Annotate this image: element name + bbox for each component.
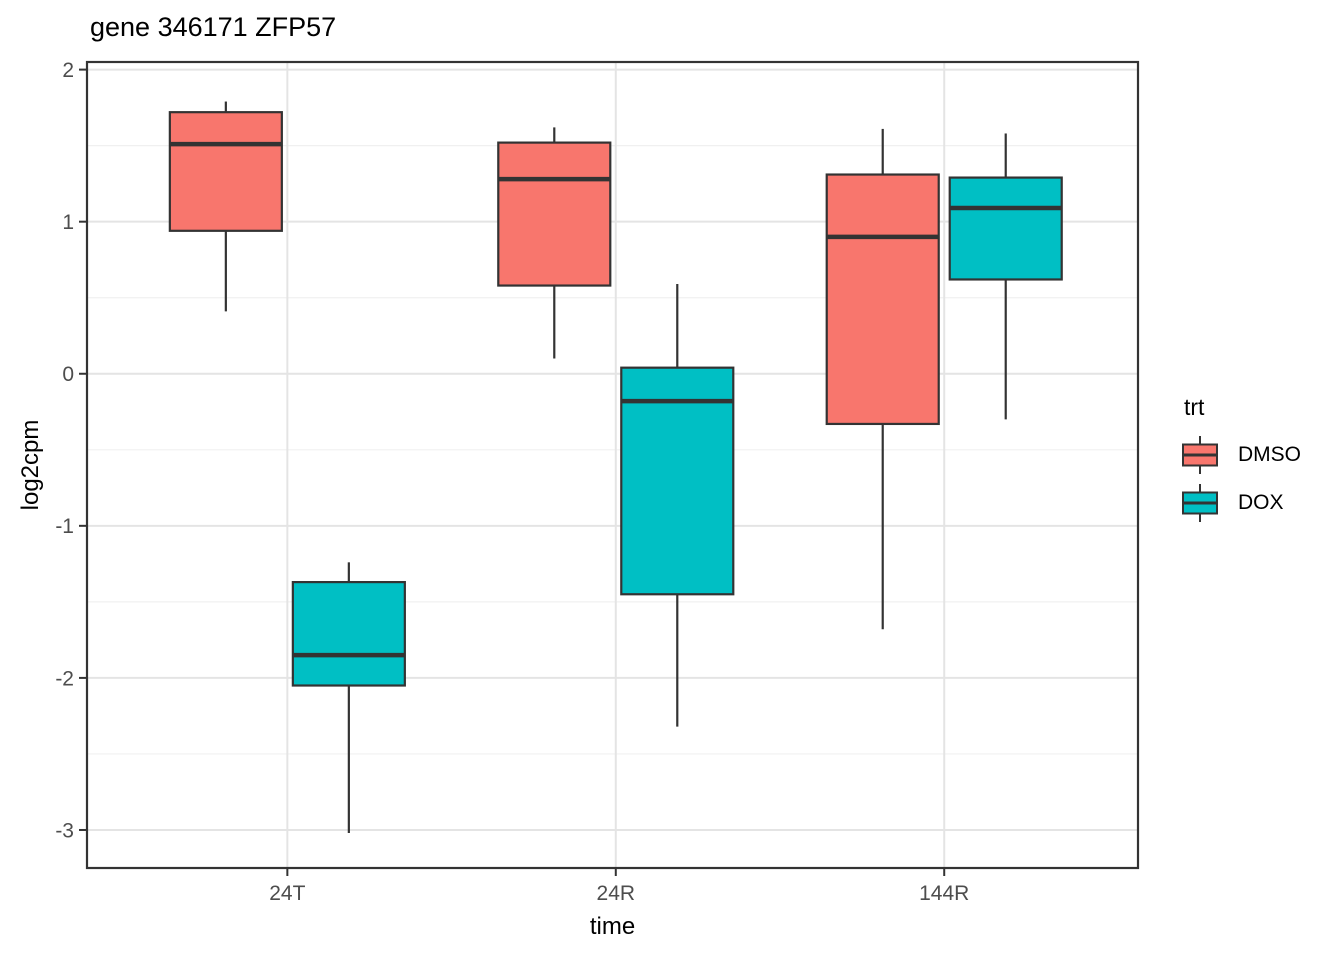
box-dmso-24t [168,111,283,232]
legend: trt DMSO DOX [1176,394,1344,531]
y-tick-label: -3 [55,819,74,842]
box-dox-144r [948,176,1063,281]
x-tick-label: 24R [597,882,636,905]
y-tick-label: 2 [62,59,74,82]
box-dox-24t [291,580,406,687]
x-tick-label: 144R [919,882,969,905]
box-dmso-24r [497,141,612,287]
legend-label-dox: DOX [1238,491,1284,514]
y-tick-label: -1 [55,515,74,538]
panel-border [85,60,1140,870]
legend-item-dmso: DMSO [1176,435,1344,475]
box-dmso-144r [825,173,940,426]
box-dox-24r [620,366,735,596]
boxplot-key-icon [1182,435,1218,475]
y-tick-label: -2 [55,667,74,690]
y-axis-title: log2cpm [17,419,44,511]
legend-label-dmso: DMSO [1238,443,1301,466]
x-tick-label: 24T [269,882,305,905]
x-axis-title: time [589,913,636,940]
boxplot-key-icon [1182,483,1218,523]
plot-title: gene 346171 ZFP57 [90,12,337,42]
legend-item-dox: DOX [1176,483,1344,523]
y-tick-label: 0 [62,363,74,386]
y-tick-label: 1 [62,211,74,234]
legend-title: trt [1184,394,1205,420]
